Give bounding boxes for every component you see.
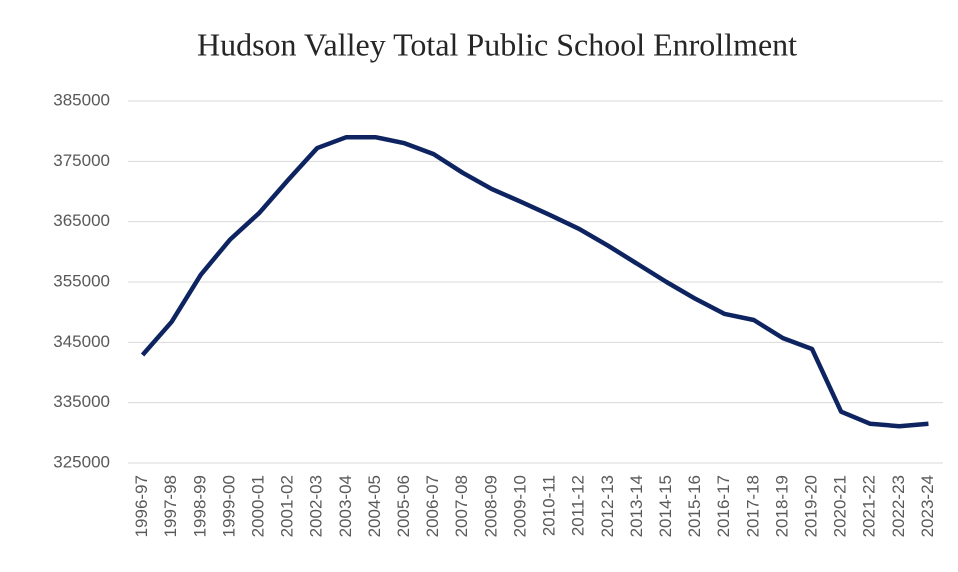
x-tick-label: 2011-12 xyxy=(569,475,588,536)
y-tick-label: 365000 xyxy=(53,211,110,230)
y-tick-label: 355000 xyxy=(53,271,110,290)
data-line xyxy=(140,134,929,429)
x-tick-label: 2014-15 xyxy=(656,475,675,537)
x-tick-label: 2021-22 xyxy=(860,475,879,537)
x-tick-label: 2006-07 xyxy=(423,475,442,537)
x-tick-label: 2004-05 xyxy=(365,475,384,537)
x-tick-label: 2015-16 xyxy=(685,475,704,537)
y-tick-label: 335000 xyxy=(53,392,110,411)
y-tick-label: 325000 xyxy=(53,452,110,471)
chart-title: Hudson Valley Total Public School Enroll… xyxy=(197,26,797,62)
x-tick-label: 1998-99 xyxy=(190,475,209,537)
x-tick-label: 2019-20 xyxy=(802,475,821,537)
x-tick-label: 2010-11 xyxy=(540,475,559,536)
x-tick-label: 2005-06 xyxy=(394,475,413,537)
x-tick-label: 2020-21 xyxy=(831,475,850,537)
x-tick-label: 2003-04 xyxy=(336,475,355,537)
y-tick-label: 345000 xyxy=(53,332,110,351)
x-tick-label: 1999-00 xyxy=(219,475,238,537)
x-tick-label: 2016-17 xyxy=(714,475,733,537)
y-tick-label: 385000 xyxy=(53,90,110,109)
x-tick-label: 1996-97 xyxy=(132,475,151,537)
x-tick-label: 2001-02 xyxy=(278,475,297,537)
x-tick-label: 2022-23 xyxy=(889,475,908,537)
y-tick-label: 375000 xyxy=(53,151,110,170)
x-tick-label: 1997-98 xyxy=(161,475,180,537)
x-tick-label: 2007-08 xyxy=(452,475,471,537)
x-tick-label: 2012-13 xyxy=(598,475,617,537)
x-tick-label: 2000-01 xyxy=(248,475,267,537)
x-tick-label: 2008-09 xyxy=(481,475,500,537)
x-tick-label: 2018-19 xyxy=(772,475,791,537)
x-tick-label: 2009-10 xyxy=(510,475,529,537)
x-tick-label: 2002-03 xyxy=(307,475,326,537)
x-tick-label: 2017-18 xyxy=(743,475,762,537)
x-tick-label: 2023-24 xyxy=(918,475,937,537)
x-tick-label: 2013-14 xyxy=(627,475,646,537)
